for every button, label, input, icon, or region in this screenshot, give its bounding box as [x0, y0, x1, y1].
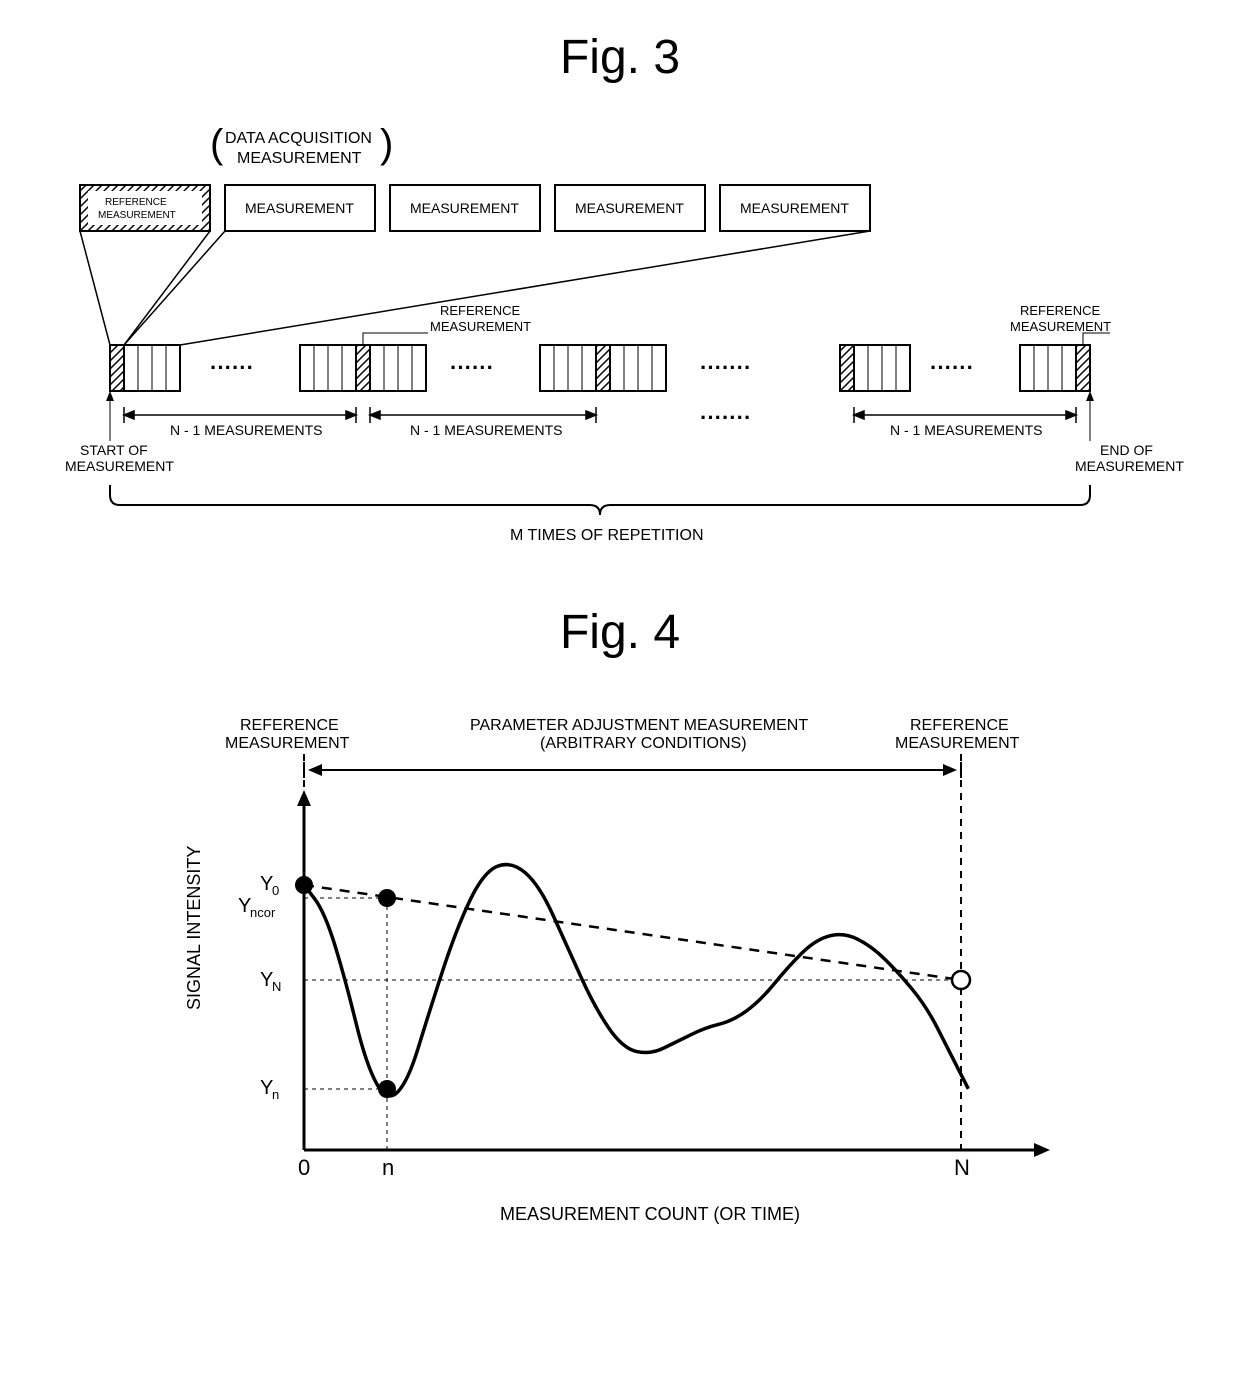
svg-text:REFERENCE: REFERENCE: [440, 303, 521, 318]
svg-text:MEASUREMENT: MEASUREMENT: [575, 200, 684, 216]
svg-text:N - 1 MEASUREMENTS: N - 1 MEASUREMENTS: [170, 422, 322, 438]
fig4-ref-right-1: REFERENCE: [910, 717, 1009, 734]
fig3-m-brace: [110, 485, 1090, 515]
fig4-marker-Yn: [378, 1080, 396, 1098]
fig3-m-times: M TIMES OF REPETITION: [510, 527, 704, 544]
svg-text:·······: ·······: [700, 355, 751, 380]
fig4-ref-left-2: MEASUREMENT: [225, 735, 350, 752]
fig4-param-1: PARAMETER ADJUSTMENT MEASUREMENT: [470, 717, 808, 734]
svg-text:MEASUREMENT: MEASUREMENT: [410, 200, 519, 216]
fig4-tick-N: N: [954, 1155, 970, 1180]
fig4-chart: REFERENCE MEASUREMENT PARAMETER ADJUSTME…: [120, 690, 1120, 1250]
svg-text:ncor: ncor: [250, 905, 276, 920]
fig4-ref-left-1: REFERENCE: [240, 717, 339, 734]
fig3-ref-box-t1: REFERENCE: [105, 197, 167, 208]
fig3-ref-box-t2: MEASUREMENT: [98, 210, 176, 221]
fig3-brackets: N - 1 MEASUREMENTS N - 1 MEASUREMENTS ··…: [124, 405, 1076, 438]
fig3-meas-boxes: MEASUREMENT MEASUREMENT MEASUREMENT MEAS…: [225, 185, 870, 231]
svg-text:REFERENCE: REFERENCE: [1020, 303, 1101, 318]
svg-text:N - 1 MEASUREMENTS: N - 1 MEASUREMENTS: [890, 422, 1042, 438]
fig3-end-1: END OF: [1100, 442, 1153, 458]
fig4-tick-n: n: [382, 1155, 394, 1180]
svg-text:MEASUREMENT: MEASUREMENT: [740, 200, 849, 216]
svg-text:······: ······: [930, 355, 974, 380]
fig3-end-2: MEASUREMENT: [1075, 458, 1184, 474]
svg-text:MEASUREMENT: MEASUREMENT: [430, 319, 531, 334]
fig4-title: Fig. 4: [20, 605, 1220, 660]
svg-text:·······: ·······: [700, 405, 751, 430]
svg-text:0: 0: [272, 883, 279, 898]
fig4-marker-YN: [952, 971, 970, 989]
fig4-marker-Y0: [295, 876, 313, 894]
fig3-data-acq-paren-left: (: [210, 122, 224, 166]
svg-text:······: ······: [450, 355, 494, 380]
fig4-tick-0: 0: [298, 1155, 310, 1180]
fig4-ylabel: SIGNAL INTENSITY: [184, 846, 204, 1010]
fig3-start-2: MEASUREMENT: [65, 458, 174, 474]
fig4-param-2: (ARBITRARY CONDITIONS): [540, 735, 747, 752]
fig3-title: Fig. 3: [20, 30, 1220, 85]
svg-text:n: n: [272, 1087, 279, 1102]
svg-text:······: ······: [210, 355, 254, 380]
fig4-marker-Yncor: [378, 889, 396, 907]
svg-text:N - 1 MEASUREMENTS: N - 1 MEASUREMENTS: [410, 422, 562, 438]
svg-text:MEASUREMENT: MEASUREMENT: [245, 200, 354, 216]
svg-text:N: N: [272, 979, 281, 994]
fig3-diagram: ( DATA ACQUISITION MEASUREMENT ) REFEREN…: [20, 115, 1220, 595]
fig4-xlabel: MEASUREMENT COUNT (OR TIME): [500, 1204, 800, 1224]
svg-text:MEASUREMENT: MEASUREMENT: [1010, 319, 1111, 334]
fig3-timeline: ······ REFERENCE MEASUREMENT ······ ····…: [110, 303, 1111, 391]
fig3-data-acq-paren-right: ): [380, 122, 393, 166]
fig3-data-acq-line1: DATA ACQUISITION: [225, 130, 372, 147]
fig4-ref-right-2: MEASUREMENT: [895, 735, 1020, 752]
fig3-start-1: START OF: [80, 442, 148, 458]
fig3-data-acq-line2: MEASUREMENT: [237, 150, 362, 167]
